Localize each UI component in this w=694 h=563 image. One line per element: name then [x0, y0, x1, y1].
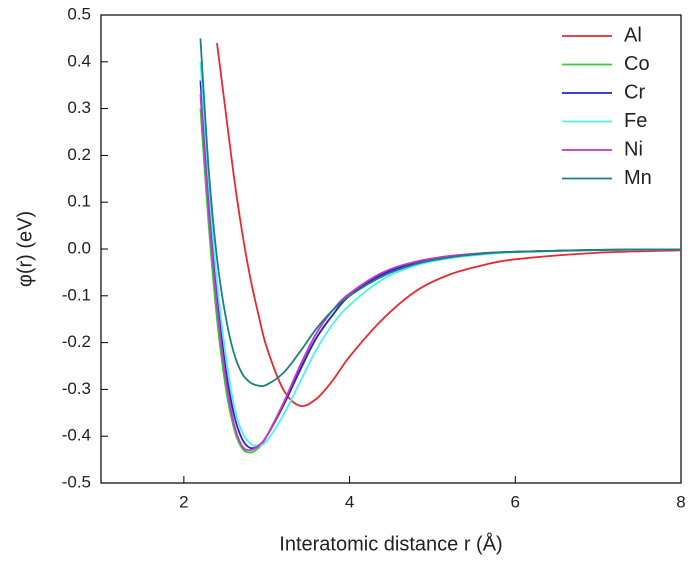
legend-label: Ni	[624, 138, 643, 160]
series-line	[199, 38, 681, 388]
y-tick-label: 0.3	[67, 98, 91, 117]
legend-label: Fe	[624, 110, 647, 132]
y-tick-label: -0.4	[62, 426, 91, 445]
series-line	[216, 42, 681, 407]
y-tick-label: -0.2	[62, 332, 91, 351]
series-line	[199, 94, 681, 452]
legend-label: Mn	[624, 167, 652, 189]
legend-label: Al	[624, 24, 642, 46]
y-tick-label: -0.1	[62, 285, 91, 304]
series-line	[199, 80, 681, 450]
x-tick-label: 2	[179, 492, 188, 511]
plot-lines	[199, 38, 681, 454]
x-axis-label: Interatomic distance r (Å)	[279, 532, 502, 555]
y-tick-label: 0.0	[67, 238, 91, 257]
legend-label: Co	[624, 53, 650, 75]
series-line	[199, 61, 681, 447]
y-tick-label: -0.5	[62, 472, 91, 491]
legend-label: Cr	[624, 81, 645, 103]
y-tick-label: -0.3	[62, 379, 91, 398]
y-tick-label: 0.2	[67, 145, 91, 164]
x-tick-label: 4	[345, 492, 354, 511]
x-tick-label: 6	[511, 492, 520, 511]
y-tick-label: 0.5	[67, 4, 91, 23]
series-line	[199, 108, 681, 454]
plot-frame	[100, 14, 682, 484]
y-tick-label: 0.4	[67, 51, 91, 70]
y-axis-label: φ(r) (eV)	[14, 211, 36, 287]
x-tick-label: 8	[676, 492, 685, 511]
y-tick-label: 0.1	[67, 192, 91, 211]
